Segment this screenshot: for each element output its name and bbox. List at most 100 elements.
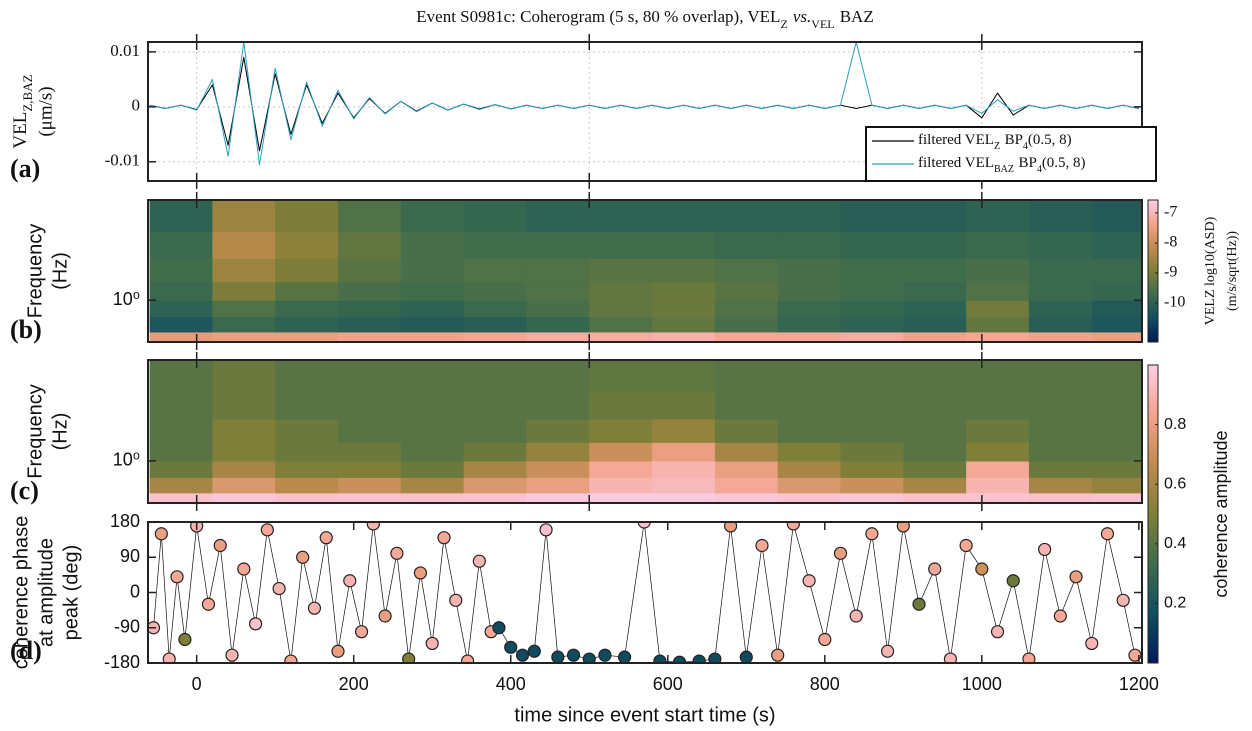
heatmap-cell: [463, 300, 528, 318]
heatmap-cell: [400, 442, 465, 462]
phase-point: [437, 531, 451, 545]
heatmap-cell: [652, 300, 716, 318]
text-part: BAZ: [840, 7, 874, 26]
heatmap-cell: [714, 391, 779, 420]
heatmap-cell: [463, 460, 528, 478]
phase-point: [739, 650, 753, 663]
heatmap-cell: [903, 492, 967, 503]
heatmap-cell: [463, 281, 528, 301]
heatmap-cell: [840, 258, 904, 283]
x-tick-label: 1200: [1119, 674, 1159, 694]
y-axis-title: peak (deg): [60, 545, 82, 641]
heatmap-cell: [652, 231, 716, 260]
heatmap-cell: [338, 300, 402, 318]
heatmap-cell: [463, 360, 528, 393]
y-axis-title: (Hz): [49, 252, 71, 290]
phase-point: [201, 597, 216, 611]
phase-point: [1128, 648, 1142, 662]
x-tick-label: 1000: [962, 674, 1002, 694]
heatmap-cell: [212, 492, 276, 503]
heatmap-cell: [338, 331, 402, 342]
heatmap-cell: [463, 316, 528, 333]
heatmap-cell: [149, 316, 213, 333]
y-tick-label: 180: [110, 511, 140, 531]
heatmap-cell: [777, 477, 842, 494]
heatmap-cell: [1028, 281, 1093, 301]
y-tick-label: 0.01: [110, 41, 140, 60]
heatmap-cell: [400, 258, 465, 283]
heatmap-cell: [526, 200, 590, 233]
heatmap-cell: [400, 231, 465, 260]
heatmap-cell: [652, 281, 716, 301]
phase-point: [975, 562, 989, 576]
phase-point: [354, 625, 369, 639]
heatmap-cell: [1028, 231, 1093, 260]
text-part: 4: [1037, 164, 1042, 175]
phase-point: [896, 522, 910, 533]
heatmap-cell: [714, 316, 779, 333]
heatmap-cell: [1028, 200, 1093, 233]
text-part: Z,BAZ: [20, 74, 35, 111]
y-axis-title: at amplitude: [35, 538, 57, 647]
heatmap-cell: [777, 200, 842, 233]
heatmap-cell: [275, 477, 339, 494]
heatmap-cell: [777, 460, 842, 478]
heatmap-cell: [966, 460, 1030, 478]
phase-point: [515, 648, 530, 662]
heatmap-cell: [400, 360, 465, 393]
heatmap-cell: [338, 200, 402, 233]
plot-area: [149, 42, 1139, 166]
colorbar-tick-label: -10: [1164, 294, 1185, 311]
heatmap-cell: [212, 231, 276, 260]
heatmap-cell: [589, 258, 653, 283]
phase-point: [566, 648, 581, 662]
heatmap-cell: [212, 477, 276, 494]
heatmap-cell: [777, 300, 842, 318]
phase-point: [1116, 593, 1130, 607]
heatmap-cell: [966, 316, 1030, 333]
panel: -180 -90 0 90 180 0 200 400 600 800 1000 1200 time s…: [10, 511, 1159, 727]
heatmap-cell: [1091, 258, 1142, 283]
heatmap-cell: [400, 316, 465, 333]
phase-point: [723, 522, 738, 533]
heatmap-cell: [1091, 460, 1142, 478]
phase-point: [413, 566, 428, 580]
heatmap-cell: [840, 331, 904, 342]
heatmap-cell: [840, 300, 904, 318]
heatmap-cell: [589, 316, 653, 333]
heatmap-cell: [400, 477, 465, 494]
heatmap-cell: [212, 281, 276, 301]
heatmap-cell: [777, 316, 842, 333]
heatmap-cell: [338, 258, 402, 283]
heatmap-cell: [903, 418, 967, 443]
text-part: VEL: [10, 112, 31, 149]
phase-point: [818, 632, 832, 647]
phase-point: [1006, 574, 1020, 588]
heatmap-cell: [400, 460, 465, 478]
heatmap-cell: [714, 200, 779, 233]
phase-point: [1022, 652, 1036, 663]
heatmap-cell: [338, 316, 402, 333]
y-axis-title: coherence phase: [10, 516, 32, 669]
x-tick-label: 0: [192, 674, 202, 694]
phase-point: [425, 636, 439, 651]
heatmap-cell: [714, 231, 779, 260]
heatmap-cell: [966, 200, 1030, 233]
phase-point: [472, 554, 486, 568]
heatmap-cell: [777, 391, 842, 420]
heatmap-cell: [1028, 316, 1093, 333]
heatmap-cell: [652, 492, 716, 503]
y-axis-title: (μm/s): [35, 86, 56, 136]
y-tick-label: 0: [130, 581, 140, 601]
phase-point: [366, 522, 380, 531]
heatmap-cell: [652, 391, 716, 420]
heatmap-cell: [840, 316, 904, 333]
heatmap-cell: [1028, 442, 1093, 462]
heatmap-cell: [149, 331, 213, 342]
heatmap-cell: [714, 418, 779, 443]
heatmap-cell: [275, 418, 339, 443]
heatmap-cell: [903, 460, 967, 478]
heatmap-cell: [714, 492, 779, 503]
